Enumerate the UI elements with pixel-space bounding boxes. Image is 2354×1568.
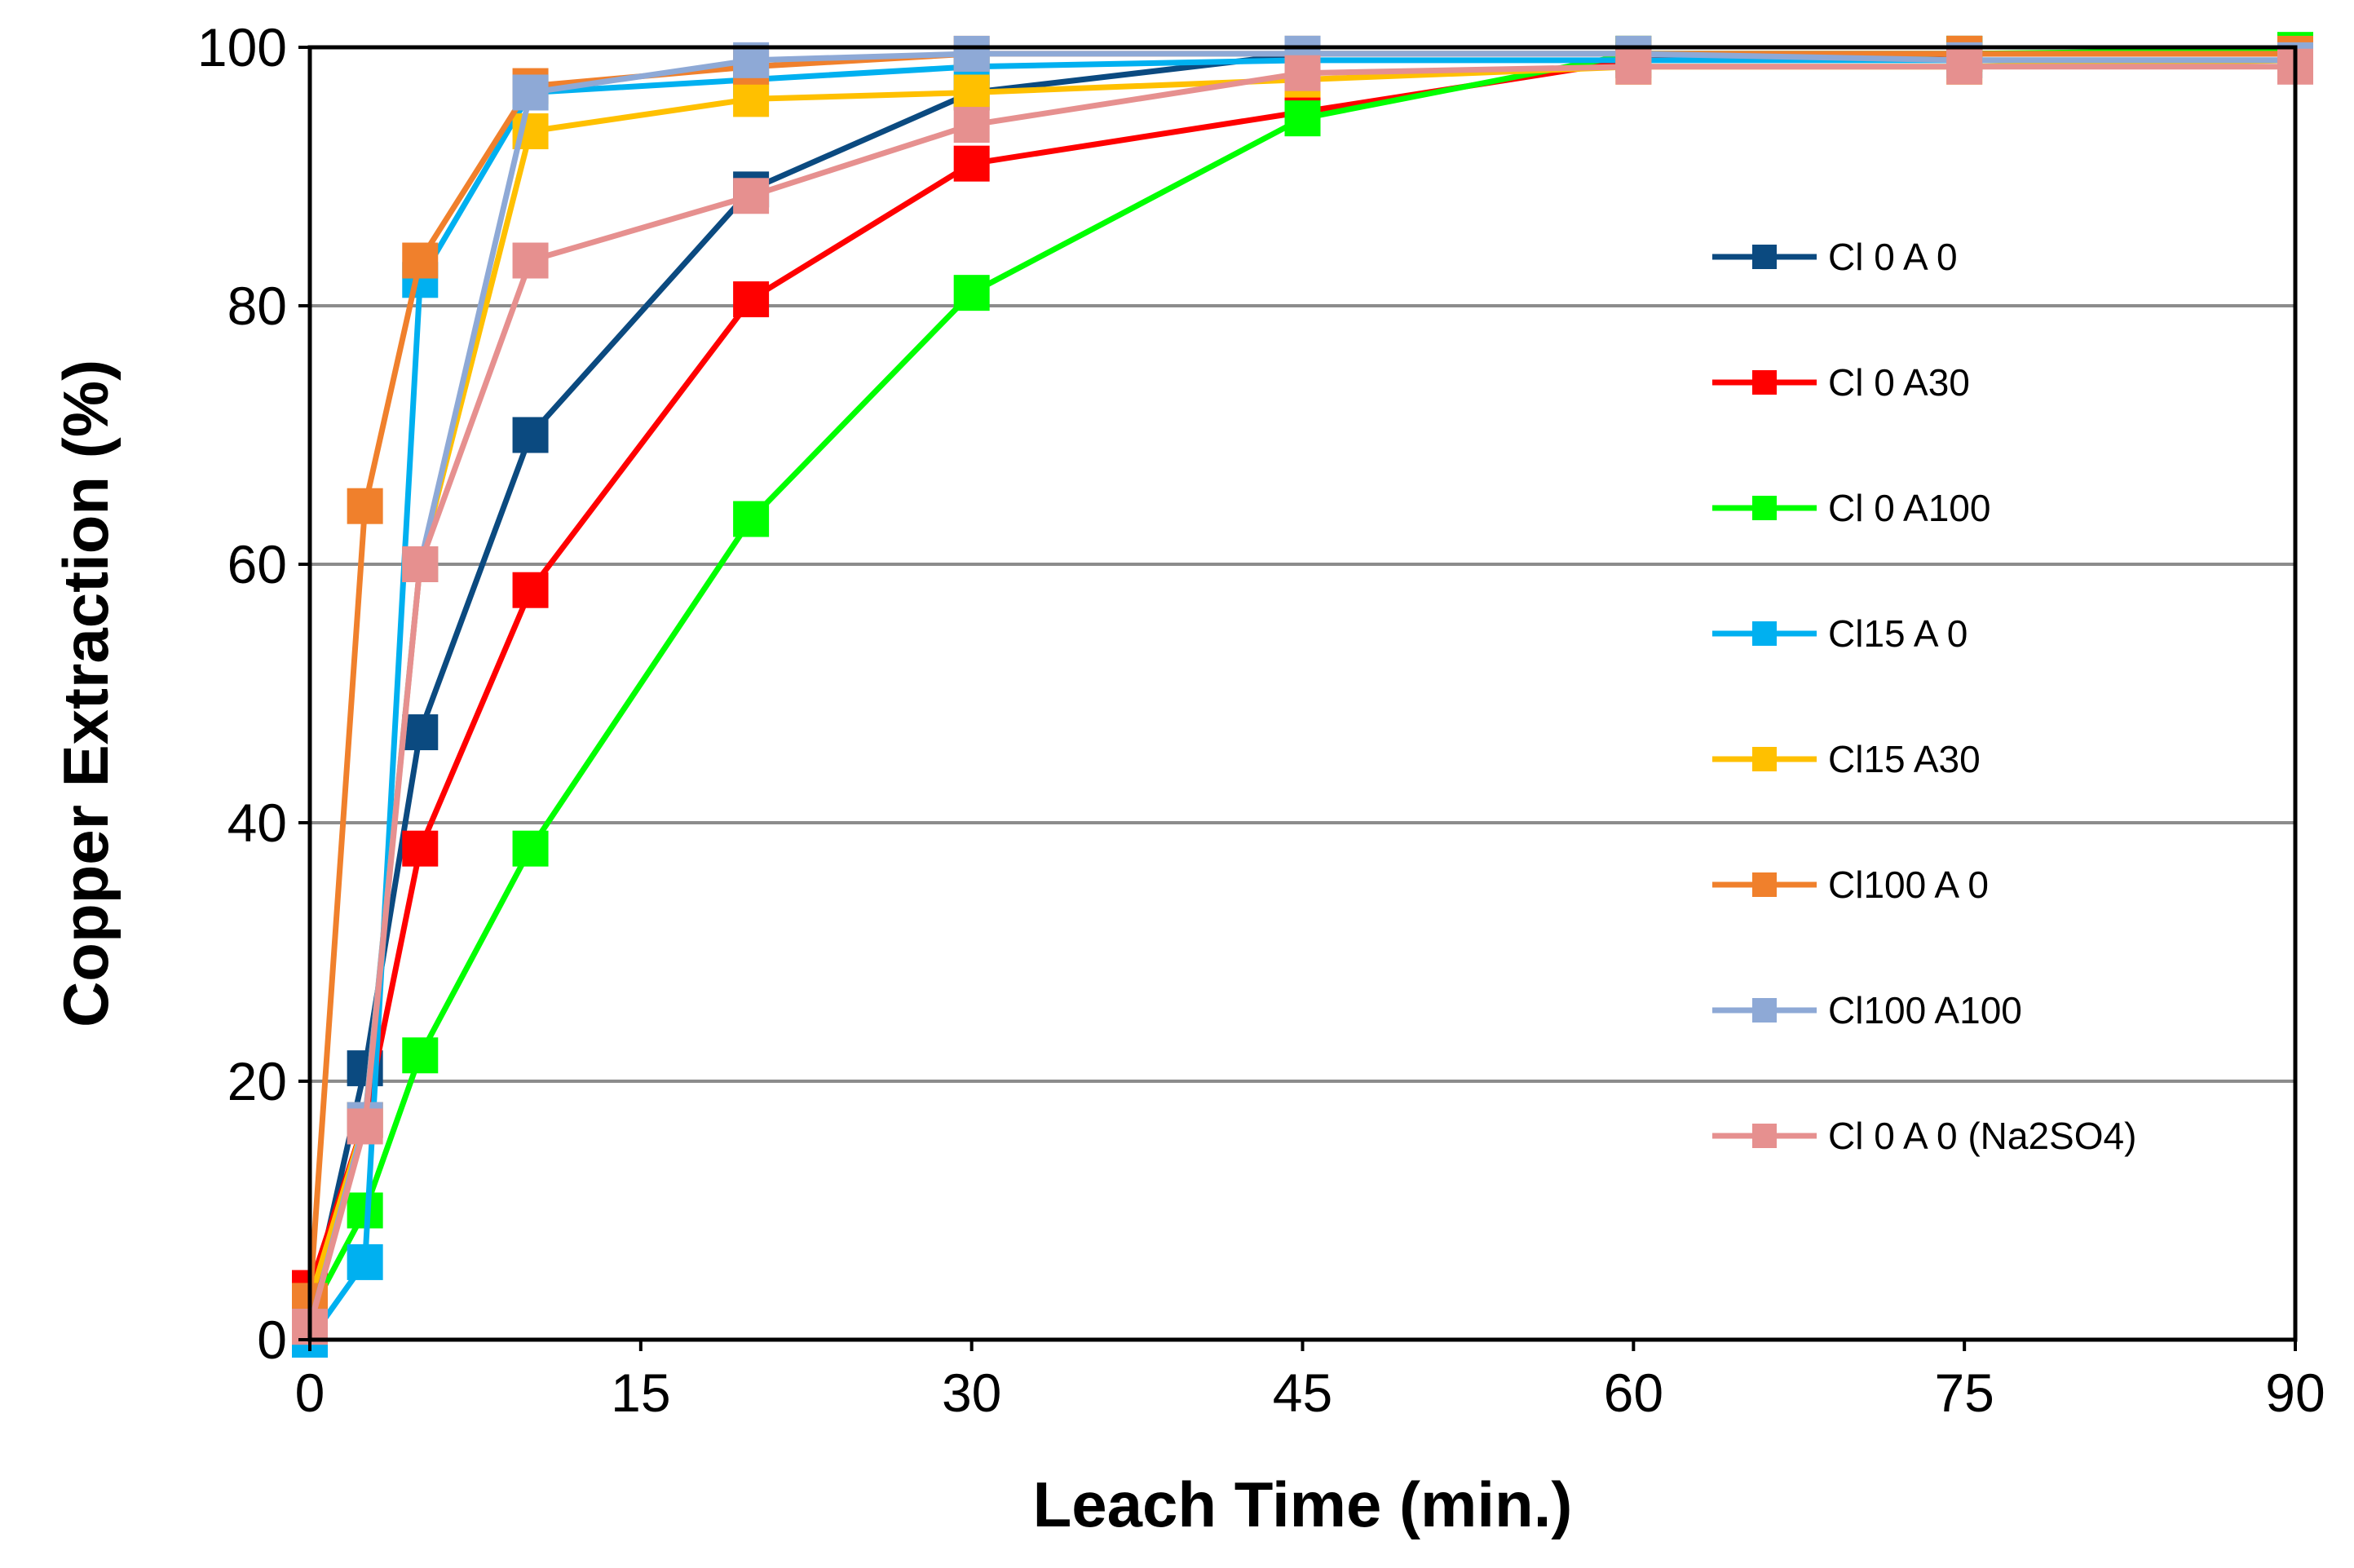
data-point xyxy=(347,1108,383,1145)
data-point xyxy=(402,546,439,582)
data-point xyxy=(1615,48,1652,85)
legend-marker xyxy=(1752,621,1777,646)
data-point xyxy=(1284,55,1321,91)
x-tick-label: 75 xyxy=(1934,1363,1994,1423)
x-tick-label: 30 xyxy=(942,1363,1001,1423)
y-tick-label: 0 xyxy=(257,1310,287,1370)
data-point xyxy=(512,830,549,867)
data-point xyxy=(402,1037,439,1074)
legend-item: Cl15 A 0 xyxy=(1712,612,1968,655)
axis-ticks: 0 20 40 60 80 100 0 15 30 45 60 75 90 xyxy=(197,17,2325,1423)
data-point xyxy=(733,178,770,214)
series-line xyxy=(307,57,2295,1342)
data-point xyxy=(953,145,990,182)
data-point xyxy=(733,281,770,318)
legend-marker xyxy=(1752,1124,1777,1148)
legend-marker xyxy=(1752,872,1777,897)
legend-marker xyxy=(1752,370,1777,395)
y-tick-label: 60 xyxy=(227,534,287,594)
data-point xyxy=(733,501,770,537)
data-point xyxy=(402,830,439,867)
data-point xyxy=(1946,48,1983,85)
series-line xyxy=(307,51,2295,1301)
legend-item: Cl 0 A 0 (Na2SO4) xyxy=(1712,1115,2136,1157)
data-point xyxy=(347,1243,383,1280)
data-point xyxy=(953,35,990,72)
gridlines xyxy=(310,304,2295,1083)
y-tick-label: 100 xyxy=(197,17,287,77)
legend-marker xyxy=(1752,496,1777,520)
y-axis-title: Copper Extraction (%) xyxy=(50,360,121,1027)
data-point xyxy=(1284,100,1321,137)
data-point xyxy=(953,275,990,311)
x-tick-label: 15 xyxy=(611,1363,670,1423)
legend-marker xyxy=(1752,998,1777,1023)
series-line xyxy=(307,64,2295,1328)
legend-label: Cl15 A 0 xyxy=(1828,612,1968,655)
data-point xyxy=(347,488,383,524)
y-tick-label: 80 xyxy=(227,276,287,336)
data-point xyxy=(512,572,549,608)
legend-item: Cl100 A 0 xyxy=(1712,864,1989,906)
x-axis-title: Leach Time (min.) xyxy=(1033,1469,1573,1540)
legend-marker xyxy=(1752,245,1777,269)
x-tick-label: 45 xyxy=(1273,1363,1332,1423)
legend-label: Cl 0 A 0 (Na2SO4) xyxy=(1828,1115,2136,1157)
legend: Cl 0 A 0 Cl 0 A30 Cl 0 A100 Cl15 A 0 Cl15 A3… xyxy=(1712,236,2136,1157)
legend-item: Cl 0 A100 xyxy=(1712,487,1990,529)
legend-label: Cl15 A30 xyxy=(1828,738,1981,780)
legend-marker xyxy=(1752,747,1777,771)
data-point xyxy=(953,107,990,144)
legend-label: Cl100 A100 xyxy=(1828,989,2022,1031)
legend-item: Cl 0 A 0 xyxy=(1712,236,1958,278)
legend-label: Cl 0 A 0 xyxy=(1828,236,1958,278)
data-point xyxy=(512,74,549,111)
y-tick-label: 20 xyxy=(227,1051,287,1111)
legend-item: Cl 0 A30 xyxy=(1712,361,1970,404)
data-point xyxy=(733,81,770,117)
legend-label: Cl 0 A30 xyxy=(1828,361,1970,404)
data-point xyxy=(402,242,439,279)
data-point xyxy=(402,714,439,751)
data-point xyxy=(512,242,549,279)
legend-label: Cl 0 A100 xyxy=(1828,487,1990,529)
x-tick-label: 90 xyxy=(2265,1363,2325,1423)
legend-item: Cl100 A100 xyxy=(1712,989,2022,1031)
legend-item: Cl15 A30 xyxy=(1712,738,1981,780)
legend-label: Cl100 A 0 xyxy=(1828,864,1989,906)
x-tick-label: 60 xyxy=(1604,1363,1663,1423)
data-point xyxy=(512,417,549,453)
data-point xyxy=(953,74,990,111)
x-tick-label: 0 xyxy=(295,1363,325,1423)
y-tick-label: 40 xyxy=(227,793,287,853)
series-8 xyxy=(292,48,2313,1345)
